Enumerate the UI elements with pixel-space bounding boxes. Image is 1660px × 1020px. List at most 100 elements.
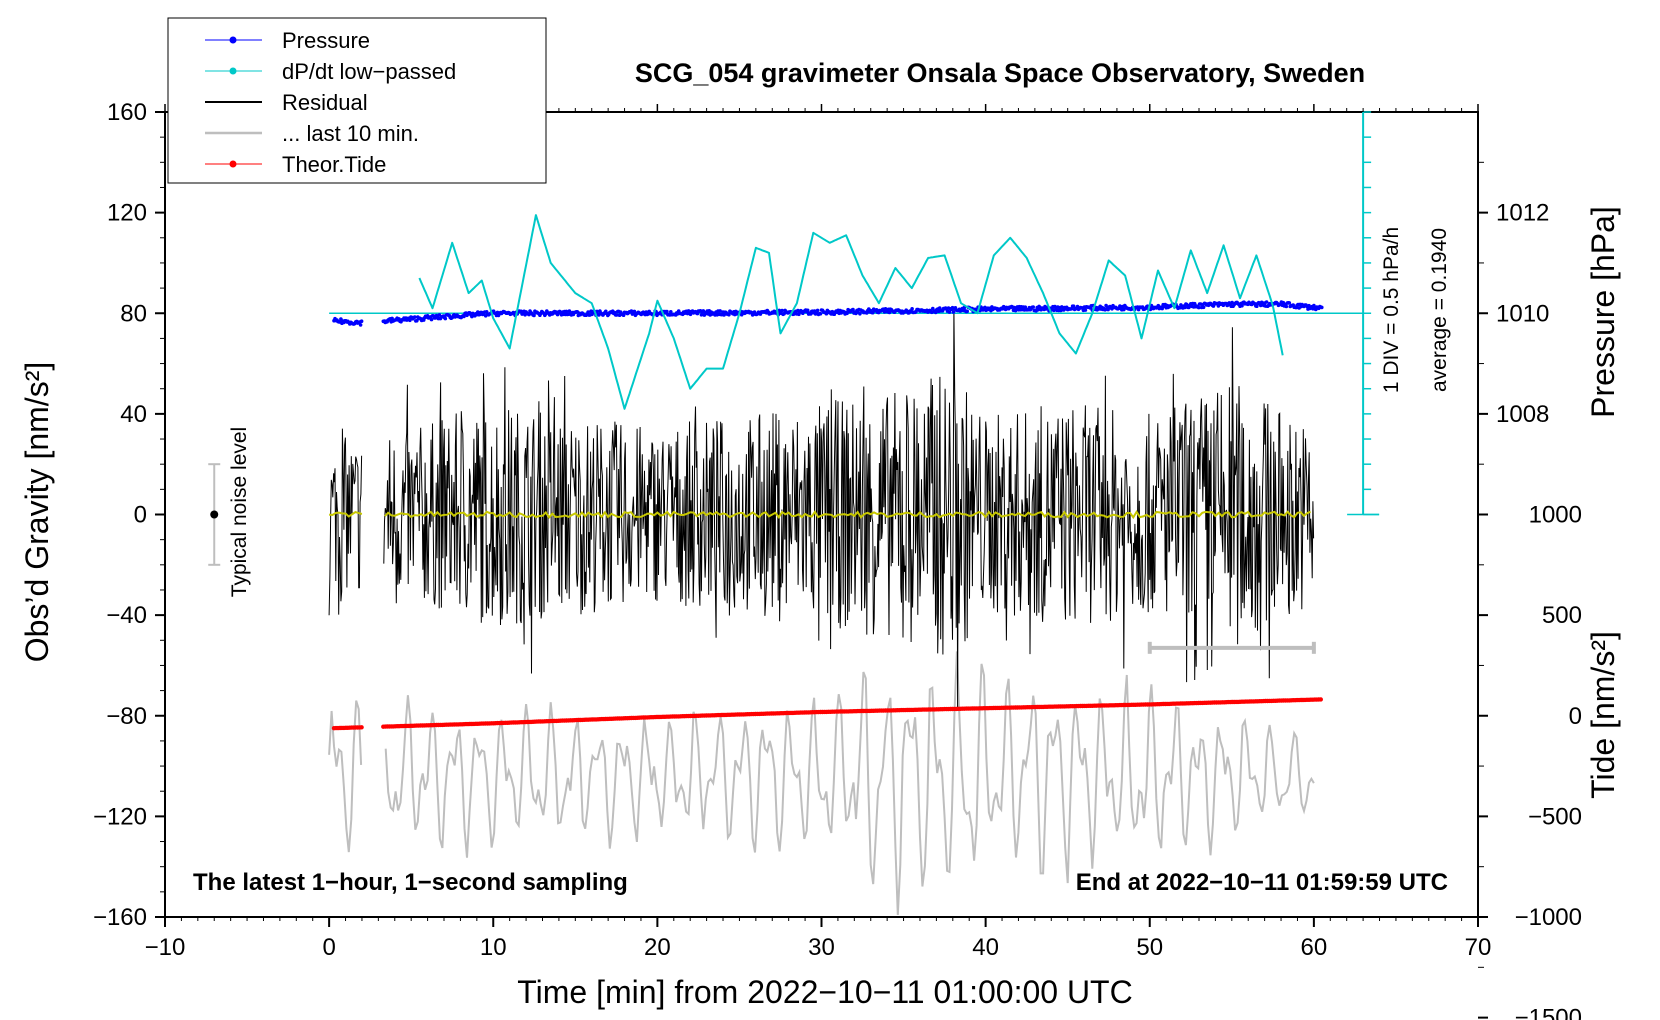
series-residual	[328, 308, 1315, 711]
tide-tick-label: −1500	[1515, 1005, 1582, 1020]
pressure-point	[632, 309, 637, 314]
pressure-point	[443, 316, 448, 321]
y-axis-label-pressure: Pressure [hPa]	[1585, 206, 1621, 418]
pressure-point	[699, 313, 704, 317]
pressure-point	[851, 307, 855, 312]
legend-entry-pressure: Pressure	[205, 28, 370, 53]
pressure-point	[413, 315, 417, 319]
y-axis-label-left: Obs’d Gravity [nm/s²]	[19, 362, 55, 663]
noise-level-indicator	[208, 463, 221, 566]
legend: Pressure dP/dt low−passed Residual ... l…	[167, 17, 547, 184]
series-dpdt-low-passed	[418, 214, 1284, 410]
pressure-point	[815, 308, 820, 313]
y-tick-label: 0	[134, 502, 147, 529]
pressure-point	[567, 309, 572, 313]
pressure-point	[845, 311, 849, 316]
x-tick-label: 30	[808, 934, 835, 961]
last-10-min-bar	[1147, 641, 1316, 654]
annotation-noise-level: Typical noise level	[228, 427, 251, 597]
pressure-point	[1104, 303, 1108, 308]
pressure-point	[1122, 307, 1126, 312]
pressure-point	[462, 314, 466, 319]
y-tick-label: −160	[93, 904, 147, 931]
pressure-point	[1201, 305, 1206, 310]
x-tick-label: 70	[1465, 934, 1492, 961]
theor-tide-point	[359, 725, 364, 730]
y-tick-label: −40	[106, 602, 147, 629]
pressure-point	[931, 306, 935, 311]
series-theor-tide	[331, 697, 1324, 731]
pressure-point	[532, 313, 536, 318]
pressure-point	[858, 312, 862, 316]
legend-label-theor-tide: Theor.Tide	[282, 152, 386, 177]
pressure-point	[1160, 306, 1164, 311]
pressure-point	[1071, 304, 1076, 309]
chart-title: SCG_054 gravimeter Onsala Space Observat…	[635, 58, 1365, 88]
x-tick-label: 20	[644, 934, 671, 961]
legend-entry-residual: Residual	[205, 90, 368, 115]
dpdt-scale-axis	[1347, 111, 1380, 516]
annotation-sampling: The latest 1−hour, 1−second sampling	[193, 869, 628, 896]
pressure-point	[965, 309, 969, 314]
legend-label-dpdt: dP/dt low−passed	[282, 59, 456, 84]
x-tick-label: 60	[1301, 934, 1328, 961]
legend-label-last10: ... last 10 min.	[282, 121, 419, 146]
annotation-average: average = 0.1940	[1428, 228, 1451, 392]
series-pressure	[332, 300, 1324, 327]
tide-tick-label: 1000	[1529, 502, 1582, 529]
pressure-point	[910, 307, 914, 311]
pressure-point	[887, 310, 892, 315]
y-tick-label: 80	[120, 300, 147, 327]
pressure-point	[727, 312, 731, 317]
pressure-point	[1196, 305, 1201, 310]
pressure-point	[358, 323, 363, 327]
pressure-point	[408, 318, 412, 323]
pressure-point	[665, 309, 669, 314]
y-tick-label: 40	[120, 401, 147, 428]
legend-marker-theor-tide	[229, 160, 237, 168]
pressure-point	[564, 309, 569, 314]
pressure-point	[1060, 305, 1064, 309]
x-axis-label: Time [min] from 2022−10−11 01:00:00 UTC	[517, 974, 1132, 1010]
legend-marker-pressure	[229, 36, 237, 44]
pressure-point	[614, 313, 619, 317]
y-tick-label: 120	[107, 200, 147, 227]
pressure-point	[1312, 303, 1316, 308]
y-axis-label-tide: Tide [nm/s²]	[1585, 631, 1621, 799]
pressure-point	[429, 317, 434, 322]
annotation-dpdt-scale: 1 DIV = 0.5 hPa/h	[1380, 227, 1403, 393]
pressure-point	[722, 313, 726, 317]
y-tick-label: −120	[93, 803, 147, 830]
tide-tick-label: −1000	[1515, 904, 1582, 931]
pressure-point	[586, 310, 590, 314]
pressure-point	[818, 312, 823, 316]
theor-tide-point	[1318, 697, 1324, 702]
x-tick-label: 40	[972, 934, 999, 961]
pressure-point	[1320, 305, 1324, 310]
pressure-tick-label: 1012	[1496, 200, 1549, 227]
axes-layer: −10 0 10 20 30 40 50 60 70 −160 −120 −80 −40 0 40 80 120…	[93, 99, 1582, 1020]
pressure-point	[1287, 301, 1292, 305]
pressure-point	[780, 308, 784, 313]
x-tick-label: 50	[1136, 934, 1163, 961]
legend-label-pressure: Pressure	[282, 28, 370, 53]
pressure-point	[1284, 304, 1289, 309]
tide-tick-label: 0	[1569, 703, 1582, 730]
legend-entry-dpdt: dP/dt low−passed	[205, 59, 456, 84]
annotation-end-time: End at 2022−10−11 01:59:59 UTC	[1076, 869, 1448, 896]
pressure-point	[1031, 305, 1035, 309]
pressure-point	[947, 310, 952, 314]
pressure-point	[1264, 300, 1269, 304]
tide-tick-label: −500	[1528, 803, 1582, 830]
pressure-point	[1192, 301, 1197, 306]
pressure-tick-label: 1010	[1496, 300, 1549, 327]
noise-center-dot	[210, 510, 219, 519]
x-tick-label: 10	[480, 934, 507, 961]
series-smoothed-residual	[328, 510, 1311, 520]
y-tick-label: −80	[106, 703, 147, 730]
pressure-point	[669, 310, 673, 314]
pressure-point	[951, 310, 956, 314]
pressure-point	[805, 308, 810, 313]
legend-marker-dpdt	[229, 67, 237, 75]
